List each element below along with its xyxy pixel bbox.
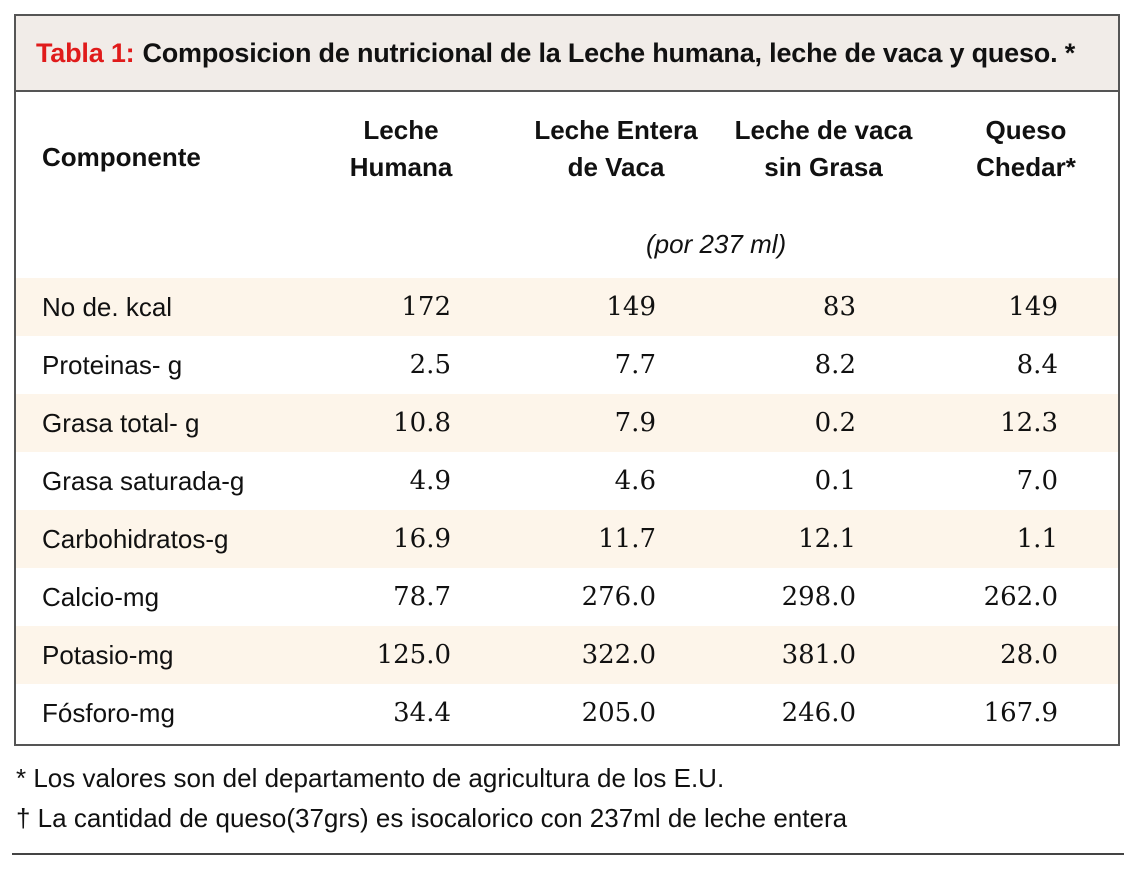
nutrition-table: Tabla 1: Composicion de nutricional de l… [14,14,1120,746]
cell-leche-humana: 78.7 [393,582,451,612]
unit-note: (por 237 ml) [646,229,787,259]
cell-leche-sin-grasa: 246.0 [781,698,856,728]
table-row: No de. kcal 172 149 83 149 [16,278,1118,336]
table-row: Carbohidratos-g 16.9 11.7 12.1 1.1 [16,510,1118,568]
cell-queso-chedar: 7.0 [1016,466,1058,496]
footnote-dagger: † La cantidad de queso(37grs) es isocalo… [16,803,848,833]
cell-leche-entera: 7.9 [614,408,656,438]
cell-leche-entera: 276.0 [581,582,656,612]
table-row: Calcio-mg 78.7 276.0 298.0 262.0 [16,568,1118,626]
cell-leche-humana: 10.8 [393,408,451,438]
footnote-asterisk: * Los valores son del departamento de ag… [16,763,725,793]
row-label: Grasa saturada-g [42,466,245,496]
cell-leche-humana: 125.0 [376,640,451,670]
cell-leche-humana: 2.5 [409,350,451,380]
cell-queso-chedar: 149 [1008,292,1058,322]
bottom-divider [12,853,1124,855]
table-title-label: Tabla 1: [36,37,135,68]
cell-leche-entera: 7.7 [614,350,656,380]
cell-leche-humana: 34.4 [393,698,451,728]
table-body: No de. kcal 172 149 83 149 Proteinas- g 2.5 7.7… [16,278,1118,742]
cell-queso-chedar: 262.0 [983,582,1058,612]
column-header-leche-entera: Leche Entera de Vaca [534,115,698,182]
cell-queso-chedar: 167.9 [983,698,1058,728]
table-row: Potasio-mg 125.0 322.0 381.0 28.0 [16,626,1118,684]
cell-leche-humana: 16.9 [393,524,451,554]
cell-queso-chedar: 28.0 [1000,640,1058,670]
column-header-leche-sin-grasa: Leche de vaca sin Grasa [734,115,913,182]
row-label: Fósforo-mg [42,698,175,728]
row-label: No de. kcal [42,292,173,322]
table-header: Componente Leche Humana Leche Entera de … [16,92,1118,278]
cell-queso-chedar: 8.4 [1016,350,1058,380]
cell-queso-chedar: 12.3 [1000,408,1058,438]
table-row: Proteinas- g 2.5 7.7 8.2 8.4 [16,336,1118,394]
cell-leche-entera: 149 [606,292,656,322]
column-header-leche-humana: Leche Humana [349,115,453,182]
table-row: Grasa saturada-g 4.9 4.6 0.1 7.0 [16,452,1118,510]
cell-leche-entera: 205.0 [581,698,656,728]
row-label: Potasio-mg [42,640,174,670]
row-label: Calcio-mg [42,582,160,612]
cell-leche-sin-grasa: 8.2 [814,350,856,380]
cell-queso-chedar: 1.1 [1016,524,1058,554]
cell-leche-sin-grasa: 381.0 [781,640,856,670]
cell-leche-entera: 322.0 [581,640,656,670]
cell-leche-sin-grasa: 298.0 [781,582,856,612]
cell-leche-sin-grasa: 83 [822,292,856,322]
column-header-queso-chedar: Queso Chedar* [976,115,1076,182]
table-title-text: Composicion de nutricional de la Leche h… [142,37,1076,68]
table-row: Fósforo-mg 34.4 205.0 246.0 167.9 [16,684,1118,742]
row-label: Proteinas- g [42,350,183,380]
row-label: Grasa total- g [42,408,200,438]
cell-leche-sin-grasa: 0.1 [814,466,856,496]
cell-leche-humana: 4.9 [409,466,451,496]
cell-leche-humana: 172 [401,292,451,322]
cell-leche-entera: 11.7 [598,524,656,554]
cell-leche-entera: 4.6 [614,466,656,496]
column-header-componente: Componente [42,142,201,172]
table-title: Tabla 1: Composicion de nutricional de l… [16,16,1118,92]
table-row: Grasa total- g 10.8 7.9 0.2 12.3 [16,394,1118,452]
cell-leche-sin-grasa: 0.2 [814,408,856,438]
cell-leche-sin-grasa: 12.1 [798,524,856,554]
row-label: Carbohidratos-g [42,524,229,554]
